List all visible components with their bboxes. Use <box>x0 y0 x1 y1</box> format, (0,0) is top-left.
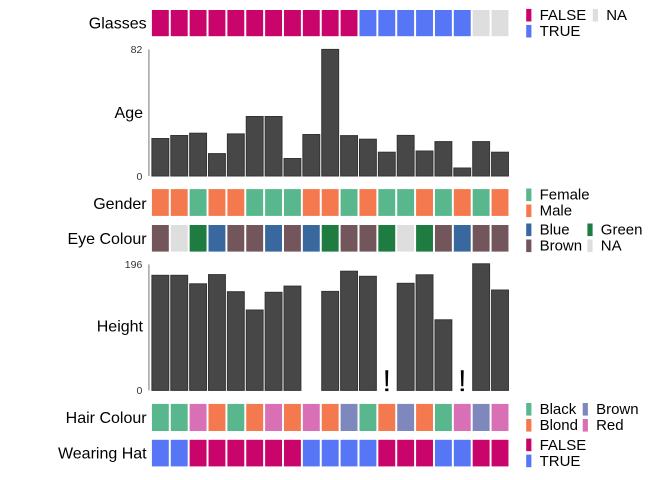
svg-text:82: 82 <box>131 44 143 56</box>
svg-text:Eye Colour: Eye Colour <box>67 231 147 248</box>
svg-text:Gender: Gender <box>93 196 147 213</box>
svg-text:0: 0 <box>136 171 142 183</box>
svg-text:NA: NA <box>606 7 627 24</box>
svg-text:Age: Age <box>115 105 144 122</box>
svg-text:Male: Male <box>540 203 573 220</box>
svg-text:Height: Height <box>97 319 144 336</box>
svg-text:Hair Colour: Hair Colour <box>66 410 148 427</box>
svg-text:Female: Female <box>540 187 590 204</box>
svg-text:Blond: Blond <box>540 417 578 434</box>
svg-text:Glasses: Glasses <box>89 15 147 32</box>
svg-text:Brown: Brown <box>540 238 583 255</box>
svg-text:196: 196 <box>125 259 143 271</box>
svg-text:NA: NA <box>601 238 622 255</box>
svg-text:Brown: Brown <box>596 401 639 418</box>
svg-text:TRUE: TRUE <box>540 453 581 470</box>
svg-text:Wearing Hat: Wearing Hat <box>58 445 147 462</box>
svg-text:TRUE: TRUE <box>540 23 581 40</box>
svg-text:FALSE: FALSE <box>540 7 587 24</box>
svg-text:Red: Red <box>596 417 624 434</box>
svg-text:FALSE: FALSE <box>540 437 587 454</box>
svg-text:Black: Black <box>540 401 577 418</box>
svg-text:0: 0 <box>136 385 142 397</box>
svg-text:Green: Green <box>601 222 643 239</box>
svg-text:Blue: Blue <box>540 222 570 239</box>
